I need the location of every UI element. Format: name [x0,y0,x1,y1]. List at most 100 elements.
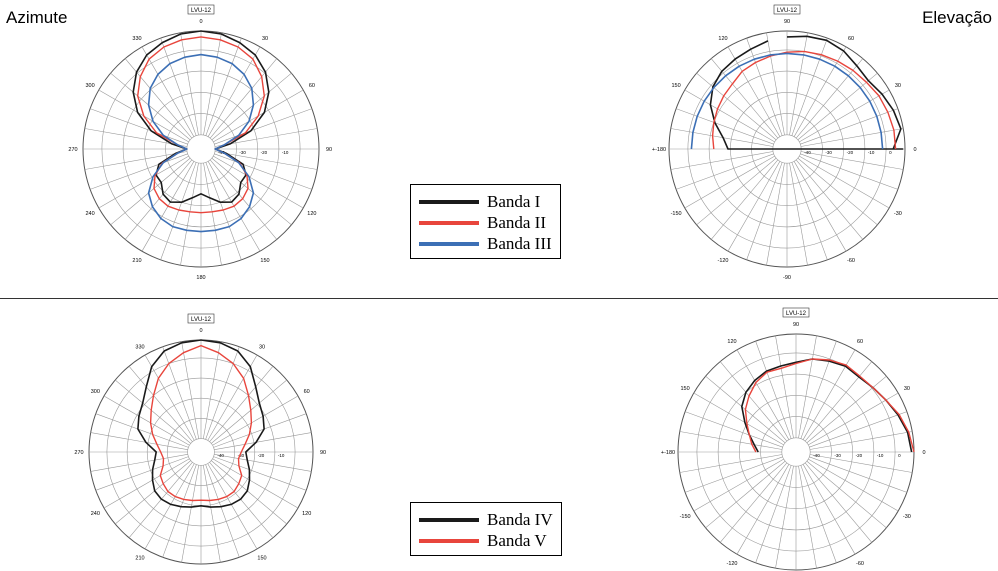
grid-spoke [211,72,292,141]
legend-label: Banda I [487,191,541,211]
grid-spoke [205,37,242,136]
grid-spoke [736,349,790,440]
grid-spoke [799,155,890,209]
grid-spoke [207,463,258,550]
grid-spoke [211,157,292,226]
angle-tick-label: 120 [302,511,311,517]
grid-spoke [755,340,792,439]
grid-spoke [181,465,199,563]
grid-spoke [103,458,190,509]
grid-spoke [203,32,222,136]
grid-spoke [205,346,240,440]
legend-item-banda-i: Banda I [419,191,552,212]
angle-tick-label: 60 [309,83,315,89]
grid-spoke [203,465,221,563]
angle-tick-label: -30 [903,514,911,520]
grid-spoke [213,413,307,448]
grid-spoke [670,128,774,147]
radial-tick-label: -20 [258,453,265,458]
radial-tick-label: -20 [856,453,863,458]
grid-spoke [144,354,195,441]
chart-title-box: LVU-12 [773,4,801,15]
grid-spoke [719,462,788,543]
grid-spoke [693,392,784,446]
radial-tick-label: -30 [238,453,245,458]
grid-spoke [800,108,899,145]
grid-spoke [799,89,890,143]
grid-spoke [95,413,189,448]
radial-tick-label: -20 [847,150,854,155]
angle-tick-label: 330 [132,36,141,42]
grid-spoke [214,151,318,170]
grid-spoke [670,151,774,170]
grid-spoke [795,159,864,240]
grid-spoke [128,366,193,442]
grid-spoke [696,72,777,141]
angle-tick-label: 300 [91,389,100,395]
grid-spoke [115,379,191,444]
grid-spoke [806,460,887,529]
grid-ring [186,134,216,164]
legend-swatch [419,241,479,246]
angle-tick-label: -30 [894,211,902,217]
angle-tick-label: -60 [847,258,855,264]
angle-tick-label: 90 [320,450,326,456]
grid-spoke [213,155,304,209]
grid-spoke [789,32,808,136]
grid-spoke [809,411,908,448]
grid-spoke [211,460,287,525]
grid-spoke [124,159,193,240]
legend-label: Banda V [487,530,547,550]
angle-tick-label: 60 [848,36,854,42]
angle-tick-label: -60 [856,561,864,567]
chart-title-box: LVU-12 [187,313,215,324]
angle-tick-label: +-180 [661,450,675,456]
legend-label: Banda IV [487,509,553,529]
angle-tick-label: 150 [681,386,690,392]
grid-spoke [162,464,197,558]
series-curve [149,344,253,502]
chart-title: LVU-12 [786,311,807,317]
grid-spoke [675,153,774,190]
grid-spoke [95,456,189,491]
grid-spoke [809,454,913,473]
grid-ring [187,438,215,466]
radial-tick-label: -40 [217,453,224,458]
series-curve [137,36,265,214]
grid-spoke [214,108,313,145]
grid-spoke [766,32,785,136]
azimuth-label: Azimute [6,8,68,27]
grid-spoke [804,361,873,442]
grid-spoke [209,462,274,538]
grid-spoke [181,341,199,439]
angle-tick-label: 300 [86,83,95,89]
grid-spoke [214,153,313,190]
grid-spoke [90,454,188,472]
grid-spoke [679,454,783,473]
series-curve [711,50,897,150]
chart-title: LVU-12 [191,8,212,14]
grid-spoke [209,159,278,240]
grid-ring [781,437,811,467]
radial-tick-label: -10 [282,150,289,155]
grid-spoke [775,465,794,569]
legend-swatch [419,517,479,522]
grid-spoke [141,46,195,137]
angle-tick-label: 180 [196,275,205,281]
series-curve [744,358,915,453]
grid-spoke [214,432,312,450]
angle-tick-label: 120 [307,211,316,217]
angle-tick-label: 90 [326,147,332,153]
angle-tick-label: 30 [259,344,265,350]
grid-spoke [103,395,190,446]
angle-tick-label: -120 [726,561,737,567]
elevation-label: Elevação [922,8,992,27]
grid-spoke [693,458,784,512]
legend-bottom: Banda IV Banda V [410,502,562,556]
chart-title-frame [782,307,810,318]
grid-spoke [798,465,817,569]
grid-spoke [144,463,195,550]
angle-tick-label: 90 [793,322,799,328]
grid-spoke [110,157,191,226]
angle-tick-label: 210 [135,556,144,562]
